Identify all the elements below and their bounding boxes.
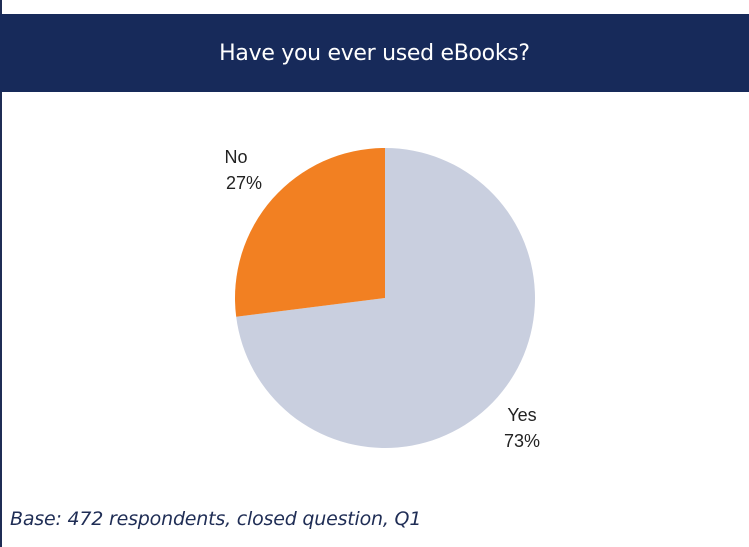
chart-title: Have you ever used eBooks?: [219, 40, 530, 66]
slice-value-no: 27%: [226, 173, 262, 193]
slice-value-yes: 73%: [504, 431, 540, 451]
pie-slice-no: [235, 148, 385, 317]
chart-header: Have you ever used eBooks?: [0, 14, 749, 92]
chart-footnote: Base: 472 respondents, closed question, …: [10, 508, 422, 530]
pie-slices: [235, 148, 535, 448]
slice-label-no: No: [224, 147, 247, 167]
slice-label-yes: Yes: [507, 405, 536, 425]
pie-slice-yes: [236, 148, 535, 448]
